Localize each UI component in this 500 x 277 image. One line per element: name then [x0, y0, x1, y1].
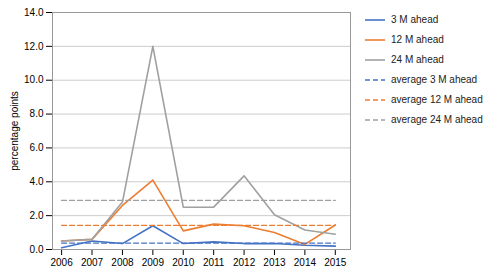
svg-text:2012: 2012: [233, 257, 256, 268]
svg-text:2015: 2015: [324, 257, 347, 268]
svg-text:8.0: 8.0: [30, 108, 44, 119]
svg-text:6.0: 6.0: [30, 142, 44, 153]
svg-text:4.0: 4.0: [30, 176, 44, 187]
svg-text:2008: 2008: [111, 257, 134, 268]
svg-text:2009: 2009: [142, 257, 165, 268]
svg-text:2.0: 2.0: [30, 210, 44, 221]
html-text:average 24 M ahead: average 24 M ahead: [391, 114, 483, 125]
svg-text:2013: 2013: [263, 257, 286, 268]
svg-text:14.0: 14.0: [24, 7, 44, 18]
html-text:average 12 M ahead: average 12 M ahead: [391, 94, 483, 105]
svg-text:10.0: 10.0: [24, 74, 44, 85]
html-text:12 M ahead: 12 M ahead: [391, 34, 444, 45]
svg-text:2014: 2014: [294, 257, 317, 268]
html-text:24 M ahead: 24 M ahead: [391, 54, 444, 65]
svg-text:2007: 2007: [81, 257, 104, 268]
svg-text:2010: 2010: [172, 257, 195, 268]
html-text:average 3 M ahead: average 3 M ahead: [391, 74, 478, 85]
svg-text:12.0: 12.0: [24, 41, 44, 52]
svg-text:0.0: 0.0: [30, 244, 44, 255]
svg-text:2011: 2011: [203, 257, 225, 268]
html-text:3 M ahead: 3 M ahead: [391, 14, 439, 25]
svg-text:percentage points: percentage points: [9, 91, 20, 171]
svg-text:2006: 2006: [50, 257, 73, 268]
